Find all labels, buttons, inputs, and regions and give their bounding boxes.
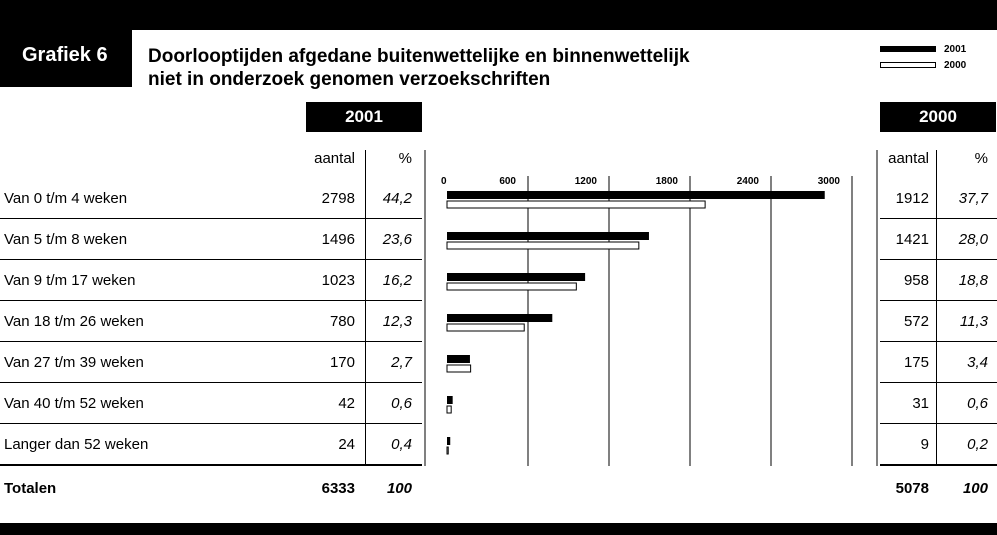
title-line-2: niet in onderzoek genomen verzoekschrift… bbox=[148, 69, 551, 90]
bar-2000 bbox=[446, 323, 525, 332]
chart-title: Doorlooptijden afgedane buitenwettelijke… bbox=[148, 45, 690, 91]
aantal-2000: 9 bbox=[920, 436, 929, 453]
row-divider-left bbox=[0, 300, 422, 301]
row-label: Van 40 t/m 52 weken bbox=[4, 395, 144, 412]
bar-2001 bbox=[447, 191, 825, 199]
bar-2001 bbox=[447, 314, 553, 322]
aantal-2000: 958 bbox=[903, 272, 929, 289]
x-tick-label: 1800 bbox=[656, 176, 679, 187]
bar-2001 bbox=[447, 396, 453, 404]
pct-2001: 12,3 bbox=[382, 313, 412, 330]
row-divider-right bbox=[880, 382, 997, 383]
row-divider-left bbox=[0, 341, 422, 342]
legend-swatch-2000 bbox=[880, 62, 936, 68]
bar-2001 bbox=[447, 232, 649, 240]
legend-swatch-2001 bbox=[880, 46, 936, 52]
aantal-2001: 170 bbox=[329, 354, 355, 371]
bar-2001 bbox=[447, 273, 586, 281]
aantal-2001: 1023 bbox=[321, 272, 355, 289]
row-divider-right bbox=[880, 300, 997, 301]
x-tick-label: 1200 bbox=[575, 176, 598, 187]
legend-label-2001: 2001 bbox=[944, 44, 967, 55]
row-label: Van 0 t/m 4 weken bbox=[4, 190, 128, 207]
pct-2001: 16,2 bbox=[382, 272, 412, 289]
bar-2001 bbox=[447, 437, 451, 445]
totals-pct-2001: 100 bbox=[386, 480, 412, 497]
row-divider-right bbox=[880, 341, 997, 342]
row-divider-left bbox=[0, 382, 422, 383]
bar-chart: 0 600 1200 1800 2400 3000 bbox=[424, 150, 878, 466]
bar-2000 bbox=[446, 446, 449, 455]
totals-line-left bbox=[0, 465, 422, 466]
row-divider-left bbox=[0, 464, 422, 465]
row-label: Van 9 t/m 17 weken bbox=[4, 272, 136, 289]
totals-aantal-2001: 6333 bbox=[321, 480, 355, 497]
aantal-2000: 1912 bbox=[895, 190, 929, 207]
pct-2001: 2,7 bbox=[391, 354, 412, 371]
pct-2001: 0,4 bbox=[391, 436, 412, 453]
pct-2001: 23,6 bbox=[382, 231, 412, 248]
legend-item-2000: 2000 bbox=[880, 60, 990, 72]
row-divider-right bbox=[880, 218, 997, 219]
x-tick-label: 2400 bbox=[737, 176, 760, 187]
bar-2000 bbox=[446, 200, 706, 209]
pct-2000: 18,8 bbox=[958, 272, 988, 289]
bottom-bar bbox=[0, 523, 997, 535]
row-divider-left bbox=[0, 423, 422, 424]
header-pct-2000: % bbox=[974, 150, 988, 167]
pct-2001: 44,2 bbox=[382, 190, 412, 207]
pct-2000: 0,6 bbox=[967, 395, 988, 412]
x-tick-label: 3000 bbox=[818, 176, 841, 187]
x-tick-label: 600 bbox=[499, 176, 516, 187]
aantal-2001: 24 bbox=[338, 436, 355, 453]
aantal-2000: 31 bbox=[912, 395, 929, 412]
aantal-2001: 1496 bbox=[321, 231, 355, 248]
aantal-2001: 780 bbox=[329, 313, 355, 330]
aantal-2001: 42 bbox=[338, 395, 355, 412]
row-label: Van 5 t/m 8 weken bbox=[4, 231, 128, 248]
row-label: Langer dan 52 weken bbox=[4, 436, 149, 453]
row-label: Van 18 t/m 26 weken bbox=[4, 313, 144, 330]
year-header-2001: 2001 bbox=[306, 102, 422, 132]
row-divider-right bbox=[880, 259, 997, 260]
bar-2000 bbox=[446, 364, 472, 373]
bar-2000 bbox=[446, 282, 577, 291]
header-aantal-2001: aantal bbox=[314, 150, 355, 167]
totals-label: Totalen bbox=[4, 480, 57, 497]
bar-2000 bbox=[446, 241, 640, 250]
aantal-2000: 1421 bbox=[895, 231, 929, 248]
x-tick-label: 0 bbox=[441, 176, 447, 187]
aantal-2000: 175 bbox=[903, 354, 929, 371]
row-divider-right bbox=[880, 464, 997, 465]
totals-pct-2000: 100 bbox=[962, 480, 988, 497]
top-bar bbox=[0, 0, 997, 30]
row-divider-right bbox=[880, 423, 997, 424]
pct-2000: 37,7 bbox=[958, 190, 988, 207]
bar-2001 bbox=[447, 355, 470, 363]
header-aantal-2000: aantal bbox=[888, 150, 929, 167]
legend-label-2000: 2000 bbox=[944, 60, 967, 71]
pct-2000: 28,0 bbox=[958, 231, 988, 248]
totals-line-right bbox=[880, 465, 997, 466]
totals-aantal-2000: 5078 bbox=[895, 480, 929, 497]
legend: 2001 2000 bbox=[880, 44, 990, 74]
row-divider-left bbox=[0, 218, 422, 219]
title-line-1: Doorlooptijden afgedane buitenwettelijke… bbox=[148, 46, 690, 67]
row-label: Van 27 t/m 39 weken bbox=[4, 354, 144, 371]
aantal-2000: 572 bbox=[903, 313, 929, 330]
pct-2000: 11,3 bbox=[959, 313, 988, 330]
graph-label: Grafiek 6 bbox=[0, 0, 132, 87]
pct-2000: 3,4 bbox=[967, 354, 988, 371]
pct-2000: 0,2 bbox=[967, 436, 988, 453]
row-divider-left bbox=[0, 259, 422, 260]
header-pct-2001: % bbox=[398, 150, 412, 167]
year-header-2000: 2000 bbox=[880, 102, 996, 132]
divider-right bbox=[936, 150, 937, 466]
pct-2001: 0,6 bbox=[391, 395, 412, 412]
bar-2000 bbox=[446, 405, 452, 414]
legend-item-2001: 2001 bbox=[880, 44, 990, 56]
divider-left bbox=[365, 150, 366, 466]
aantal-2001: 2798 bbox=[321, 190, 355, 207]
